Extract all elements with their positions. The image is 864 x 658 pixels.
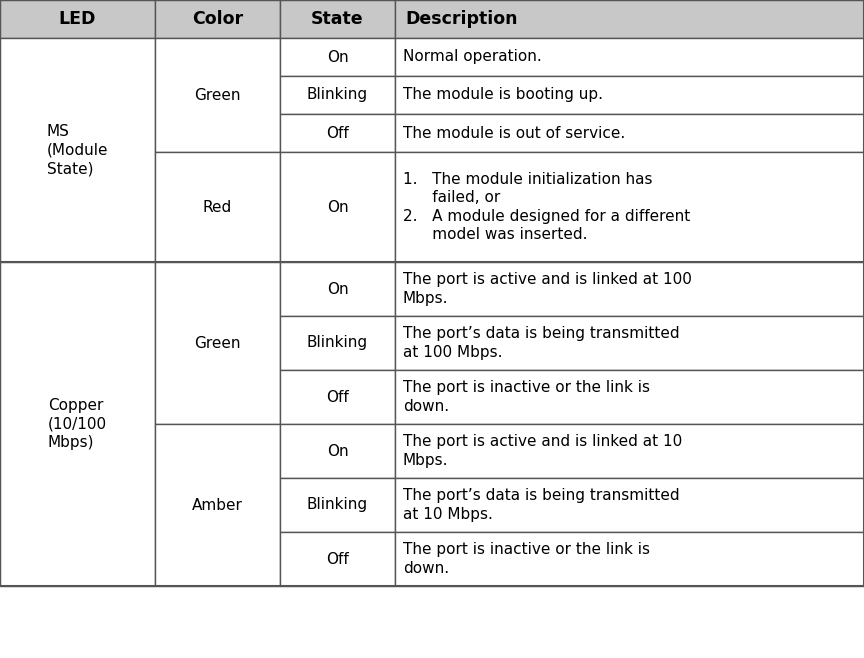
Bar [280, 262, 395, 316]
Text: On: On [327, 49, 348, 64]
Text: Blinking: Blinking [307, 497, 368, 513]
Text: MS
(Module
State): MS (Module State) [47, 124, 108, 176]
Text: Description: Description [405, 10, 518, 28]
Text: Blinking: Blinking [307, 88, 368, 103]
Text: 1.   The module initialization has
      failed, or
2.   A module designed for a: 1. The module initialization has failed,… [403, 172, 690, 242]
Bar [280, 0, 395, 38]
Bar [155, 0, 280, 38]
Bar [0, 38, 155, 262]
Bar [395, 152, 864, 262]
Text: Green: Green [194, 88, 241, 103]
Text: Off: Off [326, 551, 349, 567]
Bar [155, 38, 280, 152]
Bar [395, 38, 864, 76]
Text: The port is active and is linked at 100
Mbps.: The port is active and is linked at 100 … [403, 272, 692, 306]
Bar [280, 478, 395, 532]
Text: Off: Off [326, 126, 349, 141]
Bar [280, 316, 395, 370]
Bar [395, 316, 864, 370]
Text: Red: Red [203, 199, 232, 215]
Bar [280, 424, 395, 478]
Bar [395, 370, 864, 424]
Bar [395, 532, 864, 586]
Text: The module is booting up.: The module is booting up. [403, 88, 603, 103]
Bar [0, 0, 155, 38]
Bar [395, 114, 864, 152]
Text: Copper
(10/100
Mbps): Copper (10/100 Mbps) [48, 398, 107, 450]
Text: On: On [327, 282, 348, 297]
Text: The port’s data is being transmitted
at 100 Mbps.: The port’s data is being transmitted at … [403, 326, 680, 360]
Bar [280, 152, 395, 262]
Text: The port’s data is being transmitted
at 10 Mbps.: The port’s data is being transmitted at … [403, 488, 680, 522]
Bar [280, 76, 395, 114]
Text: Off: Off [326, 390, 349, 405]
Text: Normal operation.: Normal operation. [403, 49, 542, 64]
Bar [0, 0, 864, 586]
Text: Color: Color [192, 10, 243, 28]
Text: Amber: Amber [192, 497, 243, 513]
Bar [395, 262, 864, 316]
Text: The port is active and is linked at 10
Mbps.: The port is active and is linked at 10 M… [403, 434, 683, 468]
Text: Blinking: Blinking [307, 336, 368, 351]
Text: State: State [311, 10, 364, 28]
Bar [155, 152, 280, 262]
Bar [280, 532, 395, 586]
Text: On: On [327, 443, 348, 459]
Bar [280, 114, 395, 152]
Text: Green: Green [194, 336, 241, 351]
Bar [155, 262, 280, 424]
Bar [395, 0, 864, 38]
Bar [155, 424, 280, 586]
Text: LED: LED [59, 10, 96, 28]
Text: The module is out of service.: The module is out of service. [403, 126, 626, 141]
Text: On: On [327, 199, 348, 215]
Bar [395, 478, 864, 532]
Bar [280, 38, 395, 76]
Bar [395, 76, 864, 114]
Bar [280, 370, 395, 424]
Bar [395, 424, 864, 478]
Text: The port is inactive or the link is
down.: The port is inactive or the link is down… [403, 542, 650, 576]
Text: The port is inactive or the link is
down.: The port is inactive or the link is down… [403, 380, 650, 414]
Bar [0, 262, 155, 586]
